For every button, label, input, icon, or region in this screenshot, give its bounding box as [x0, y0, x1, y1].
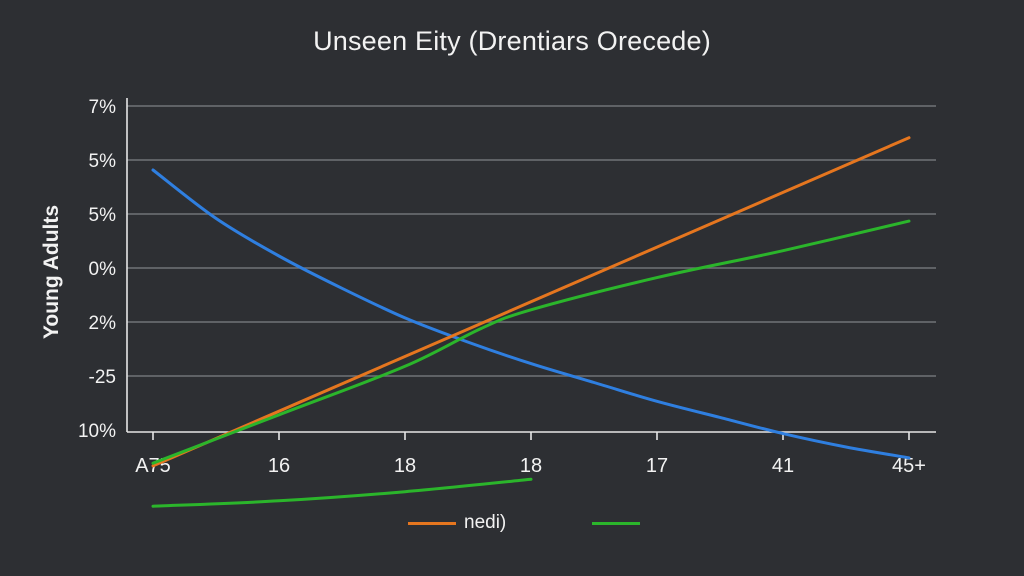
series-layer: [151, 136, 911, 508]
series-line-2: [151, 219, 911, 465]
y-tick-label: 2%: [89, 313, 117, 334]
x-tick-label: 16: [268, 455, 290, 477]
x-tick-label: 18: [394, 455, 416, 477]
x-tick-label: 45+: [892, 455, 926, 477]
y-tick-label: -25: [89, 367, 116, 388]
legend-label-orange: nedi): [464, 512, 507, 533]
x-tick-label: 17: [646, 455, 668, 477]
x-tick-label: 18: [520, 455, 542, 477]
series-line-1: [151, 136, 911, 468]
y-tick-label: 10%: [78, 421, 116, 442]
y-tick-label: 0%: [89, 259, 117, 280]
series-line-3: [151, 477, 533, 508]
legend-swatch-green: [592, 522, 640, 525]
y-tick-label: 5%: [89, 205, 117, 226]
chart-title: Unseen Eity (Drentiars Orecede): [313, 26, 711, 56]
legend-swatch-orange: [408, 522, 456, 525]
x-tick-label: 41: [772, 455, 794, 477]
series-line-0: [151, 168, 911, 460]
y-tick-label: 7%: [89, 97, 117, 118]
grid-layer: [127, 105, 936, 377]
y-tick-label: 5%: [89, 151, 117, 172]
legend: nedi): [0, 508, 1024, 538]
